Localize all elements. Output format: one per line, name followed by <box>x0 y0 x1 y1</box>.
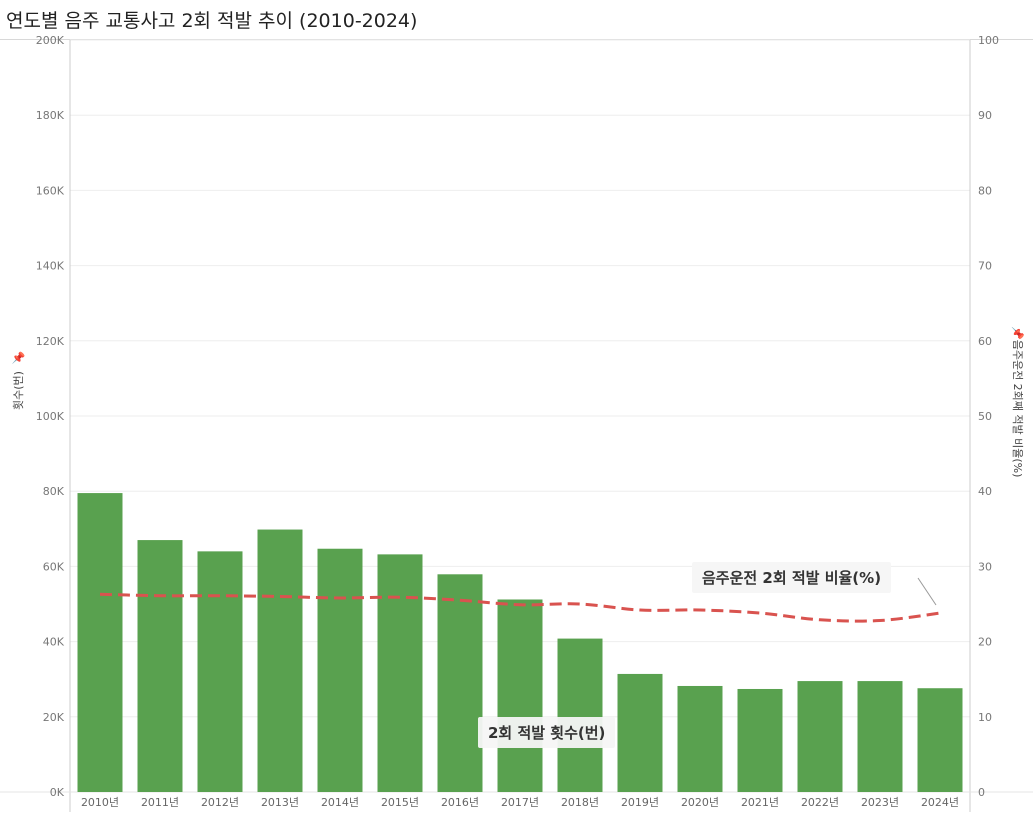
left-axis-title-text: 횟수(번) <box>12 371 25 410</box>
tick-labels: 0K 0 20K 10 40K 20 60K 30 80K 40 100K 50 120K 60 140K 7… <box>36 34 999 809</box>
bar-series-annotation: 2회 적발 횟수(번) <box>478 717 616 748</box>
right-axis-title: 📌음주운전 2회째 적발 비율(%) <box>1010 320 1026 477</box>
bar[interactable] <box>197 551 243 792</box>
pin-icon[interactable]: 📌 <box>11 351 26 365</box>
bar[interactable] <box>317 548 363 792</box>
x-tick-label: 2024년 <box>921 796 959 809</box>
bar[interactable] <box>917 688 963 792</box>
x-tick-label: 2018년 <box>561 796 599 809</box>
y2-tick-label: 100 <box>978 34 999 47</box>
y2-tick-label: 50 <box>978 410 992 423</box>
x-tick-label: 2021년 <box>741 796 779 809</box>
line-series-annotation: 음주운전 2회 적발 비율(%) <box>692 562 892 593</box>
bar[interactable] <box>497 599 543 792</box>
bar[interactable] <box>437 574 483 792</box>
y-tick-label: 180K <box>36 109 65 122</box>
right-axis-title-text: 음주운전 2회째 적발 비율(%) <box>1011 339 1024 478</box>
x-tick-label: 2020년 <box>681 796 719 809</box>
y2-tick-label: 60 <box>978 335 992 348</box>
y-tick-label: 40K <box>43 636 65 649</box>
y2-tick-label: 0 <box>978 786 985 799</box>
y-tick-label: 80K <box>43 485 65 498</box>
line-series <box>99 592 941 623</box>
x-tick-label: 2012년 <box>201 796 239 809</box>
bar[interactable] <box>857 681 903 792</box>
x-tick-label: 2013년 <box>261 796 299 809</box>
y-tick-label: 200K <box>36 34 65 47</box>
x-tick-label: 2017년 <box>501 796 539 809</box>
x-tick-label: 2019년 <box>621 796 659 809</box>
x-tick-label: 2023년 <box>861 796 899 809</box>
bar[interactable] <box>737 688 783 792</box>
pin-icon[interactable]: 📌 <box>1011 326 1024 340</box>
y2-tick-label: 30 <box>978 560 992 573</box>
y2-tick-label: 80 <box>978 184 992 197</box>
line-path[interactable] <box>99 592 941 623</box>
bar-series <box>77 493 963 792</box>
y-tick-label: 20K <box>43 711 65 724</box>
x-tick-label: 2015년 <box>381 796 419 809</box>
y2-tick-label: 10 <box>978 711 992 724</box>
bar[interactable] <box>257 529 303 792</box>
y-tick-label: 0K <box>50 786 65 799</box>
chart-title: 연도별 음주 교통사고 2회 적발 추이 (2010-2024) <box>6 10 418 32</box>
y2-tick-label: 40 <box>978 485 992 498</box>
y-tick-label: 140K <box>36 260 65 273</box>
y2-tick-label: 70 <box>978 260 992 273</box>
annotation-leader-line <box>917 577 937 606</box>
y-tick-label: 60K <box>43 560 65 573</box>
y-tick-label: 100K <box>36 410 65 423</box>
x-tick-label: 2010년 <box>81 796 119 809</box>
x-tick-label: 2022년 <box>801 796 839 809</box>
x-tick-label: 2011년 <box>141 796 179 809</box>
y-tick-label: 160K <box>36 184 65 197</box>
bar[interactable] <box>557 638 603 792</box>
y-tick-label: 120K <box>36 335 65 348</box>
bar[interactable] <box>617 673 663 792</box>
left-axis-title: 횟수(번) 📌 <box>10 351 26 410</box>
y2-tick-label: 20 <box>978 636 992 649</box>
y2-tick-label: 90 <box>978 109 992 122</box>
x-tick-label: 2016년 <box>441 796 479 809</box>
bar[interactable] <box>137 540 183 792</box>
bar[interactable] <box>797 681 843 792</box>
bar[interactable] <box>677 685 723 792</box>
bar[interactable] <box>377 554 423 792</box>
x-tick-label: 2014년 <box>321 796 359 809</box>
bar[interactable] <box>77 493 123 792</box>
